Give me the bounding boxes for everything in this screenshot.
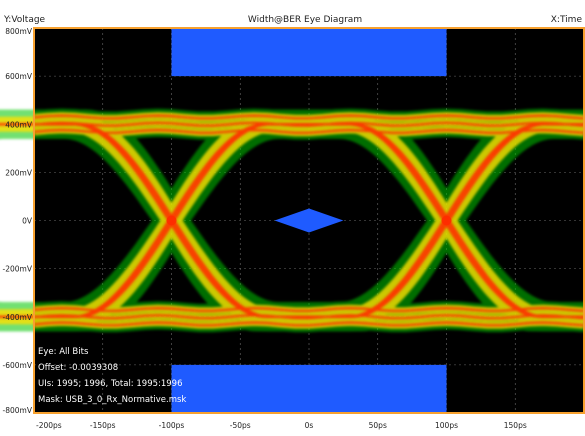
y-tick-label: 800mV: [5, 27, 33, 36]
mask-region-upper: [171, 28, 447, 77]
header-bar: [0, 0, 585, 28]
plot-frame: [33, 27, 585, 414]
y-tick-label: 0V: [22, 217, 33, 226]
mask-region-lower: [171, 364, 447, 413]
y-axis-title: Y:Voltage: [3, 15, 46, 25]
y-tick-labels: -800mV -600mV -400mV -200mV 0V 200mV 400mV 600m…: [3, 27, 33, 415]
eye-level-trace: [33, 121, 585, 127]
eye-level-trace: [33, 114, 585, 120]
eye-traces: [0, 108, 585, 333]
info-panel: Eye: All Bits Offset: -0.0039308 UIs: 19…: [38, 347, 186, 405]
y-tick-label: -600mV: [3, 361, 33, 370]
eye-crossing-point: [166, 215, 177, 226]
eye-transition-falling: [20, 116, 323, 325]
x-tick-labels: -200ps -150ps -100ps -50ps 0s 50ps 100ps 150ps: [36, 421, 527, 430]
y-tick-label: -200mV: [3, 265, 33, 274]
x-tick-label: 0s: [305, 421, 314, 430]
x-tick-label: -50ps: [230, 421, 251, 430]
x-tick-label: -200ps: [36, 421, 62, 430]
mask-layer: [171, 28, 447, 413]
x-axis-title: X:Time: [551, 15, 583, 25]
eye-transition-rising: [20, 116, 323, 325]
x-tick-label: -100ps: [159, 421, 185, 430]
eye-level-trace: [33, 321, 585, 327]
eye-transition-falling: [295, 116, 585, 325]
y-tick-label: -800mV: [3, 406, 33, 415]
info-offset-line: Offset: -0.0039308: [38, 363, 118, 373]
x-tick-label: -150ps: [90, 421, 116, 430]
info-uis-line: UIs: 1995; 1996, Total: 1995:1996: [38, 379, 183, 389]
eye-level-trace: [33, 314, 585, 320]
mask-region-center: [274, 208, 344, 233]
eye-transition-rising: [295, 116, 585, 325]
x-tick-label: 50ps: [369, 421, 387, 430]
plot-area: [0, 27, 585, 414]
eye-crossing-point: [441, 215, 452, 226]
info-mask-line: Mask: USB_3_0_Rx_Normative.msk: [38, 395, 186, 405]
y-tick-label: 400mV: [5, 120, 33, 129]
x-tick-label: 100ps: [435, 421, 458, 430]
y-tick-label: 600mV: [5, 72, 33, 81]
y-tick-label: 200mV: [5, 168, 33, 177]
eye-level-trace: [33, 128, 585, 134]
chart-title: Width@BER Eye Diagram: [248, 15, 362, 25]
eye-level-trace: [33, 306, 585, 313]
y-tick-label: -400mV: [3, 313, 33, 322]
info-eye-line: Eye: All Bits: [38, 347, 89, 357]
x-tick-label: 150ps: [504, 421, 527, 430]
